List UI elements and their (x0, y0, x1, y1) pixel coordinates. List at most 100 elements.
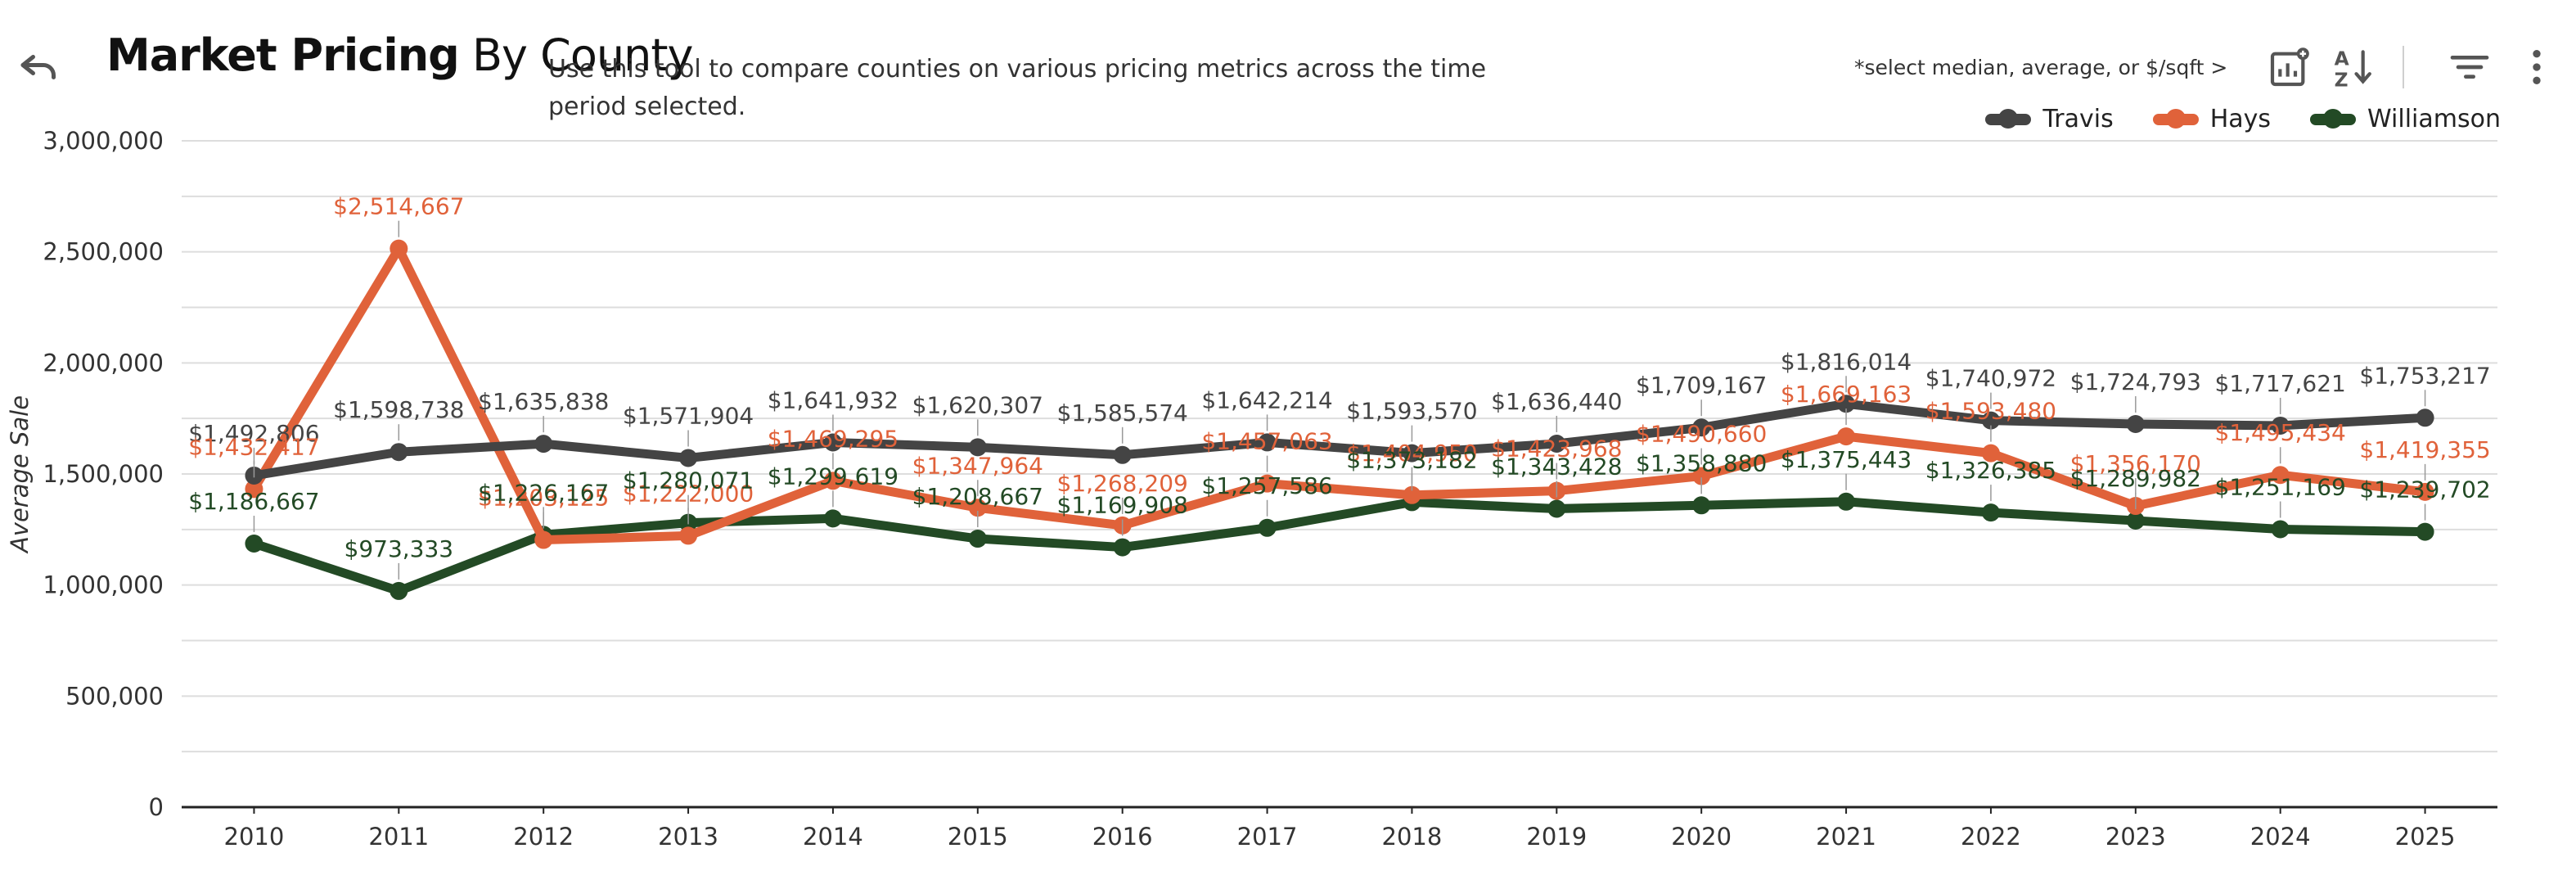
toolbar-divider (2403, 46, 2404, 88)
data-label-travis: $1,740,972 (1925, 365, 2056, 392)
x-tick-label: 2010 (224, 823, 285, 851)
x-tick-label: 2015 (948, 823, 1008, 851)
data-point-travis (2271, 416, 2290, 435)
series-line-hays (249, 244, 2430, 545)
data-label-travis: $1,593,570 (1346, 398, 1477, 425)
data-label-williamson: $1,373,182 (1346, 446, 1477, 473)
data-label-hays: $1,268,209 (1057, 470, 1188, 497)
data-point-travis (2126, 415, 2145, 434)
data-point-williamson (2416, 522, 2434, 541)
chart-legend: Travis Hays Williamson (1985, 105, 2501, 133)
data-point-williamson (1981, 503, 2000, 522)
data-point-hays (823, 472, 842, 490)
data-label-hays: $1,423,968 (1491, 436, 1622, 463)
x-tick-label: 2025 (2395, 823, 2456, 851)
x-tick-label: 2017 (1237, 823, 1298, 851)
data-point-hays (1258, 474, 1277, 493)
data-point-hays (679, 526, 698, 545)
data-label-travis: $1,816,014 (1781, 348, 1912, 375)
data-label-williamson: $1,208,667 (912, 483, 1043, 510)
data-label-hays: $1,356,170 (2070, 450, 2201, 477)
data-label-travis: $1,492,806 (188, 420, 319, 447)
x-tick-label: 2022 (1961, 823, 2021, 851)
data-label-williamson: $1,343,428 (1491, 453, 1622, 480)
data-point-travis (1981, 411, 2000, 430)
data-point-williamson (245, 535, 263, 553)
page-title: Market Pricing By County (106, 29, 694, 81)
data-point-travis (1258, 433, 1277, 452)
data-point-travis (1547, 434, 1566, 453)
data-point-travis (679, 449, 698, 467)
data-label-williamson: $1,239,702 (2359, 476, 2490, 503)
data-label-travis: $1,598,738 (333, 396, 464, 423)
legend-label-travis: Travis (2042, 105, 2114, 133)
data-point-travis (1692, 418, 1711, 437)
data-point-travis (1403, 444, 1421, 463)
data-point-williamson (1113, 538, 1132, 557)
x-tick-label: 2016 (1092, 823, 1153, 851)
legend-swatch-hays (2152, 108, 2199, 129)
data-label-williamson: $1,299,619 (768, 463, 898, 490)
data-label-williamson: $1,186,667 (188, 488, 319, 515)
data-label-hays: $1,669,163 (1781, 381, 1912, 408)
x-tick-label: 2013 (658, 823, 718, 851)
series-line-williamson (249, 497, 2430, 596)
more-vert-icon[interactable] (2514, 44, 2560, 90)
data-label-travis: $1,642,214 (1201, 386, 1332, 413)
legend-swatch-travis (1985, 108, 2032, 129)
series-hays (245, 239, 2434, 549)
data-label-williamson: $1,280,071 (623, 467, 754, 494)
x-tick-label: 2024 (2250, 823, 2311, 851)
filter-icon[interactable] (2447, 44, 2493, 90)
data-label-hays: $2,514,667 (333, 193, 464, 220)
y-tick-label: 2,000,000 (43, 349, 164, 377)
title-rest: By County (472, 29, 693, 81)
y-axis-title: Average Sale (6, 395, 34, 554)
y-tick-label: 1,500,000 (43, 460, 164, 488)
x-tick-label: 2023 (2105, 823, 2166, 851)
data-point-hays (2416, 482, 2434, 501)
data-label-williamson: $1,326,385 (1925, 457, 2056, 484)
data-label-hays: $1,404,950 (1346, 440, 1477, 467)
series-line-travis (249, 399, 2430, 481)
data-label-williamson: $1,257,586 (1201, 472, 1332, 499)
x-tick-label: 2019 (1526, 823, 1587, 851)
y-tick-label: 2,500,000 (43, 238, 164, 266)
data-point-williamson (1692, 496, 1711, 515)
data-label-travis: $1,635,838 (478, 388, 609, 415)
back-arrow-icon[interactable] (15, 43, 64, 92)
data-label-hays: $1,495,434 (2215, 419, 2346, 446)
data-point-williamson (1547, 499, 1566, 518)
series-williamson (245, 492, 2434, 600)
x-tick-label: 2018 (1382, 823, 1443, 851)
data-label-williamson: $1,375,443 (1781, 446, 1912, 473)
data-point-travis (534, 435, 553, 454)
data-label-hays: $1,457,063 (1201, 428, 1332, 455)
x-tick-label: 2021 (1816, 823, 1876, 851)
data-point-hays (1403, 485, 1421, 504)
data-point-williamson (968, 530, 987, 548)
data-point-hays (968, 499, 987, 517)
chart-add-icon[interactable] (2267, 44, 2313, 90)
data-point-williamson (390, 581, 408, 600)
data-label-hays: $1,347,964 (912, 452, 1043, 479)
series-travis (245, 395, 2434, 485)
data-point-travis (1113, 445, 1132, 464)
data-label-williamson: $1,289,982 (2070, 465, 2201, 492)
legend-item-williamson[interactable]: Williamson (2310, 105, 2501, 133)
title-bold: Market Pricing (106, 29, 460, 81)
metric-select-hint[interactable]: *select median, average, or $/sqft > (1854, 56, 2228, 79)
legend-label-hays: Hays (2209, 105, 2272, 133)
data-label-hays: $1,419,355 (2359, 436, 2490, 463)
legend-item-travis[interactable]: Travis (1985, 105, 2114, 133)
y-tick-label: 3,000,000 (43, 127, 164, 155)
data-point-travis (1837, 395, 1856, 413)
data-label-travis: $1,717,621 (2215, 370, 2346, 397)
data-label-travis: $1,641,932 (768, 386, 898, 413)
data-point-hays (1837, 427, 1856, 446)
data-point-travis (390, 443, 408, 462)
data-point-travis (823, 433, 842, 452)
legend-item-hays[interactable]: Hays (2152, 105, 2272, 133)
